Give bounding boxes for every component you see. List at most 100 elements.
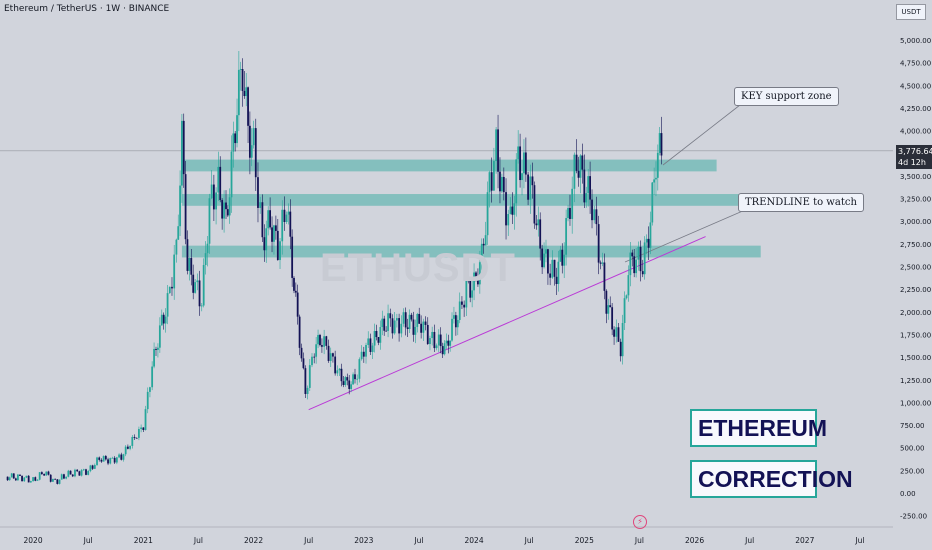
flash-icon[interactable]: ⚡	[633, 515, 647, 529]
candle-body	[414, 326, 417, 335]
candle-body	[537, 219, 540, 226]
candle-body	[336, 370, 339, 374]
y-tick-label: 2,750.00	[900, 241, 931, 249]
candle-body	[589, 176, 591, 200]
candle-body	[645, 238, 648, 243]
candle-body	[553, 259, 556, 277]
candle-body	[12, 473, 15, 479]
candle-body	[567, 207, 569, 219]
candle-body	[617, 327, 620, 342]
x-tick-label: Jul	[193, 536, 203, 545]
callout-trendline[interactable]: TRENDLINE to watch	[738, 193, 864, 212]
candle-body	[547, 249, 549, 274]
candle-body	[252, 128, 255, 146]
candle-body	[426, 324, 429, 345]
candle-body	[133, 436, 136, 438]
candle-body	[373, 330, 376, 346]
candle-body	[593, 209, 596, 221]
candle-body	[173, 254, 176, 289]
y-tick-label: 2,000.00	[900, 309, 931, 317]
x-tick-label: Jul	[524, 536, 534, 545]
x-tick-label: Jul	[83, 536, 93, 545]
candle-body	[329, 353, 332, 361]
candle-body	[493, 161, 495, 191]
candle-body	[591, 199, 593, 221]
candle-body	[98, 457, 101, 460]
bar-countdown: 4d 12h	[898, 158, 926, 167]
y-tick-label: 5,000.00	[900, 37, 931, 45]
candle-body	[296, 292, 299, 317]
candle-body	[135, 437, 138, 439]
candle-body	[649, 222, 652, 248]
candle-body	[194, 282, 197, 293]
callout-support[interactable]: KEY support zone	[734, 87, 839, 106]
candle-body	[230, 151, 233, 198]
candle-body	[607, 305, 610, 314]
y-tick-label: 1,500.00	[900, 354, 931, 362]
x-tick-label: Jul	[854, 536, 864, 545]
x-tick-label: 2023	[354, 536, 373, 545]
x-tick-label: Jul	[303, 536, 313, 545]
candle-body	[473, 272, 475, 291]
candle-body	[577, 170, 580, 178]
candle-body	[625, 295, 628, 299]
unit-label[interactable]: USDT	[896, 4, 926, 20]
candle-body	[188, 257, 191, 271]
candle-body	[223, 202, 225, 219]
candle-body	[78, 471, 81, 476]
candle-body	[25, 475, 28, 478]
candle-body	[458, 301, 461, 320]
candle-body	[228, 197, 231, 216]
candle-body	[17, 474, 19, 481]
candle-body	[237, 69, 240, 116]
candle-body	[210, 184, 213, 199]
candle-body	[635, 259, 638, 274]
candle-body	[89, 465, 92, 472]
candle-body	[527, 174, 529, 200]
candle-body	[422, 321, 425, 333]
candle-body	[32, 477, 34, 482]
candle-body	[184, 174, 187, 240]
candle-body	[269, 210, 272, 228]
y-tick-label: 3,500.00	[900, 173, 931, 181]
candle-body	[212, 184, 215, 210]
candle-body	[144, 409, 147, 430]
candle-body	[321, 345, 323, 347]
candle-body	[431, 331, 434, 339]
candle-body	[653, 179, 656, 183]
candle-body	[463, 304, 466, 308]
box-ethereum[interactable]: ETHEREUM	[690, 409, 827, 447]
candle-body	[332, 353, 334, 357]
candle-body	[334, 356, 337, 374]
candle-body	[107, 459, 109, 464]
candle-body	[247, 87, 249, 126]
candle-body	[157, 347, 159, 350]
box-correction[interactable]: CORRECTION	[690, 460, 853, 498]
candle-body	[565, 218, 568, 255]
candle-body	[182, 120, 185, 175]
candle-body	[569, 207, 571, 219]
candle-body	[495, 129, 498, 162]
candle-body	[585, 193, 588, 203]
candle-body	[437, 334, 440, 346]
x-tick-label: Jul	[744, 536, 754, 545]
candle-body	[575, 154, 578, 171]
candle-body	[387, 313, 389, 331]
candle-body	[155, 348, 157, 350]
candle-body	[146, 391, 149, 410]
candle-body	[56, 479, 59, 484]
candle-body	[656, 152, 659, 178]
candle-body	[488, 172, 491, 193]
candle-body	[151, 366, 154, 388]
candle-body	[131, 436, 134, 446]
candle-body	[40, 472, 43, 475]
candle-body	[406, 327, 409, 329]
candle-body	[587, 176, 590, 194]
candle-body	[204, 253, 207, 265]
candle-body	[317, 334, 319, 345]
candle-body	[241, 69, 244, 91]
candle-body	[523, 152, 525, 174]
candle-body	[217, 166, 220, 193]
candle-body	[80, 470, 83, 476]
candle-body	[500, 176, 503, 192]
